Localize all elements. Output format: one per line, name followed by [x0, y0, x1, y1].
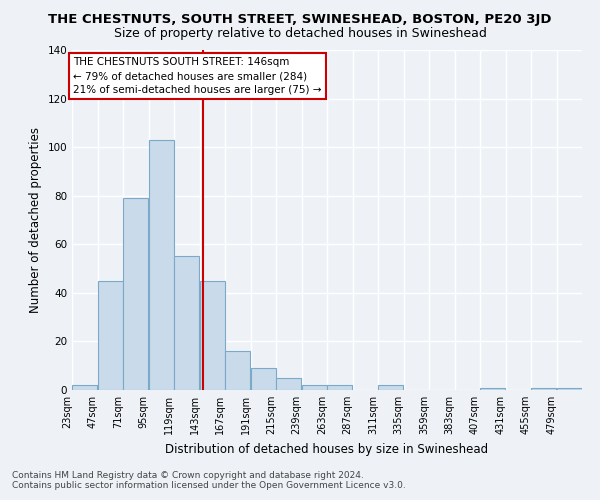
- Bar: [225, 351, 250, 390]
- Bar: [302, 385, 327, 390]
- Bar: [98, 280, 123, 390]
- Bar: [200, 280, 225, 390]
- Y-axis label: Number of detached properties: Number of detached properties: [29, 127, 42, 313]
- Bar: [251, 368, 276, 390]
- Bar: [557, 388, 582, 390]
- Bar: [72, 385, 97, 390]
- Bar: [174, 256, 199, 390]
- Bar: [327, 385, 352, 390]
- X-axis label: Distribution of detached houses by size in Swineshead: Distribution of detached houses by size …: [166, 442, 488, 456]
- Text: Size of property relative to detached houses in Swineshead: Size of property relative to detached ho…: [113, 28, 487, 40]
- Text: Contains HM Land Registry data © Crown copyright and database right 2024.
Contai: Contains HM Land Registry data © Crown c…: [12, 470, 406, 490]
- Bar: [149, 140, 174, 390]
- Bar: [123, 198, 148, 390]
- Bar: [480, 388, 505, 390]
- Text: THE CHESTNUTS, SOUTH STREET, SWINESHEAD, BOSTON, PE20 3JD: THE CHESTNUTS, SOUTH STREET, SWINESHEAD,…: [48, 12, 552, 26]
- Text: THE CHESTNUTS SOUTH STREET: 146sqm
← 79% of detached houses are smaller (284)
21: THE CHESTNUTS SOUTH STREET: 146sqm ← 79%…: [73, 58, 322, 96]
- Bar: [531, 388, 556, 390]
- Bar: [378, 385, 403, 390]
- Bar: [276, 378, 301, 390]
